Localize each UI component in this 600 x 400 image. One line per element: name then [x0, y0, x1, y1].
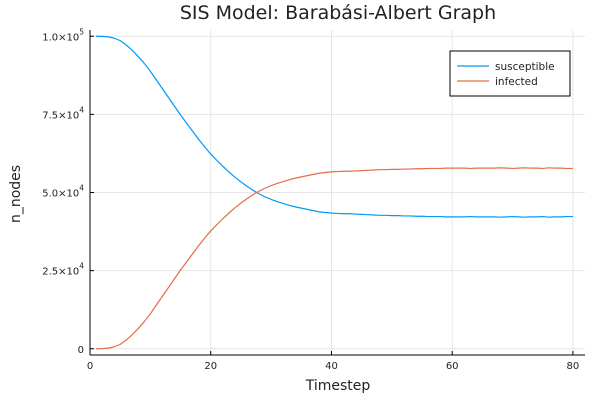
- y-tick-label: 7.5×104: [42, 105, 84, 121]
- series-layer: [96, 35, 573, 350]
- y-tick-label: 2.5×104: [42, 262, 84, 278]
- ticks-layer: 0 20 40 60 80 0 2.5×104 5.0×104 7.5×104 1.0×105: [42, 27, 579, 372]
- chart-title: SIS Model: Barabási-Albert Graph: [180, 2, 496, 24]
- x-tick-label: 0: [87, 361, 93, 372]
- legend: susceptible infected: [449, 50, 571, 97]
- y-tick-label: 0: [78, 345, 84, 356]
- x-tick-label: 20: [204, 361, 217, 372]
- y-tick-label: 1.0×105: [42, 27, 84, 43]
- x-tick-label: 60: [446, 361, 459, 372]
- grid-layer: [89, 30, 585, 355]
- legend-label-infected: infected: [495, 76, 538, 88]
- legend-label-susceptible: susceptible: [495, 61, 555, 73]
- legend-box: [449, 50, 571, 97]
- y-tick-label: 5.0×104: [42, 184, 84, 200]
- x-tick-label: 40: [325, 361, 338, 372]
- x-axis-label: Timestep: [305, 378, 371, 394]
- series-line-susceptible: [96, 35, 573, 218]
- x-tick-label: 80: [567, 361, 580, 372]
- series-line-infected: [96, 167, 573, 350]
- y-axis-label: n_nodes: [8, 165, 24, 223]
